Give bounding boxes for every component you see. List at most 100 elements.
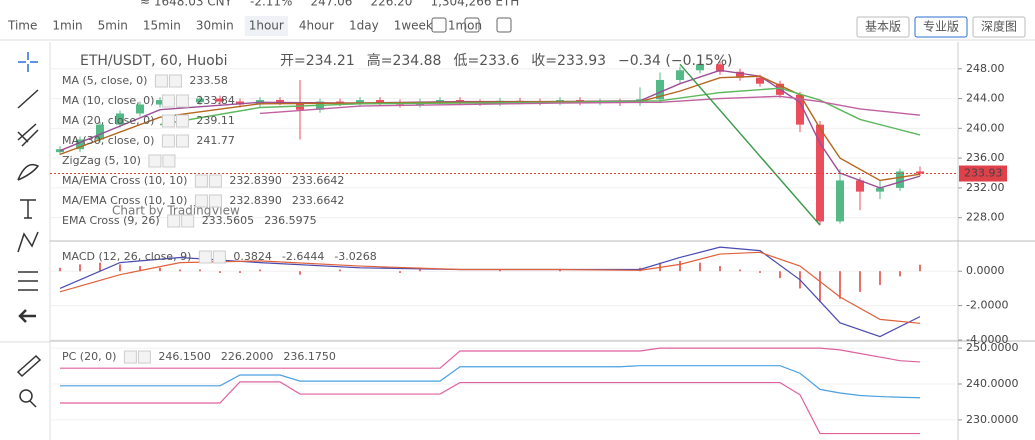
candle-body — [676, 70, 684, 80]
legend-control[interactable] — [148, 154, 162, 168]
interval-button[interactable]: 1day — [349, 19, 379, 33]
interval-button[interactable]: Time — [7, 19, 37, 33]
ohlc-value: 234.21 — [306, 53, 355, 69]
indicator-name: MA/EMA Cross (10, 10) — [62, 194, 187, 207]
candle-body — [876, 187, 884, 192]
indicator-value: 236.5975 — [264, 214, 317, 227]
legend-control[interactable] — [168, 74, 182, 88]
ruler-icon[interactable] — [16, 354, 42, 378]
indicator-value: 233.6642 — [292, 194, 345, 207]
legend-control[interactable] — [181, 214, 195, 228]
legend-control[interactable] — [194, 174, 208, 188]
legend-control[interactable] — [161, 94, 175, 108]
interval-button[interactable]: 30min — [196, 19, 234, 33]
ohlc-value: 233.6 — [479, 53, 519, 69]
indicator-value: 246.1500 — [158, 350, 211, 363]
settings-icon[interactable] — [464, 17, 480, 33]
indicator-value: 233.84 — [196, 94, 235, 107]
candle-body — [376, 100, 384, 103]
candle-body — [696, 64, 704, 71]
legend-control[interactable] — [137, 350, 151, 364]
ohlc-value: 233.93 — [557, 53, 606, 69]
indicator-value: 0.3824 — [233, 250, 272, 263]
candle-body — [116, 113, 124, 125]
watermark: Chart by TradingView — [112, 204, 240, 218]
legend-control[interactable] — [175, 134, 189, 148]
candle-body — [216, 98, 224, 102]
legend-control[interactable] — [154, 74, 168, 88]
view-button[interactable] — [856, 16, 910, 38]
interval-button[interactable]: 4hour — [299, 19, 334, 33]
candle-body — [736, 71, 744, 78]
ticker-value: ≈ 1648.03 CNY — [140, 0, 233, 9]
last-price-label: 233.93 — [964, 167, 1003, 180]
back-icon[interactable] — [18, 309, 36, 323]
view-button-label[interactable]: 专业版 — [923, 19, 959, 34]
indicator-value: 233.6642 — [292, 174, 345, 187]
interval-button[interactable]: 1min — [52, 19, 82, 33]
trend-line-icon[interactable] — [17, 89, 39, 109]
legend-control[interactable] — [198, 250, 212, 264]
legend-control[interactable] — [123, 350, 137, 364]
legend-control[interactable] — [194, 194, 208, 208]
chart-title: ETH/USDT, 60, Huobi — [80, 53, 227, 69]
pane: 248.00 244.00 240.00 236.00 232.00 228.00 233.… — [50, 52, 1007, 227]
y-tick-label: 236.00 — [966, 151, 1005, 164]
indicator-line — [679, 63, 821, 226]
zoom-icon[interactable] — [19, 389, 33, 403]
view-button[interactable] — [972, 16, 1026, 38]
indicator-value: 232.8390 — [229, 174, 282, 187]
view-button[interactable] — [914, 16, 968, 38]
indicator-name: MA (30, close, 0) — [62, 134, 154, 147]
indicator-name: MA (10, close, 0) — [62, 94, 154, 107]
fib-icon[interactable] — [17, 123, 39, 147]
indicator-value: 236.1750 — [283, 350, 336, 363]
pattern-icon[interactable] — [17, 231, 39, 253]
ticker-value: 247.06 — [310, 0, 352, 9]
y-tick-label: 230.0000 — [966, 413, 1019, 426]
legend-control[interactable] — [167, 214, 181, 228]
fullscreen-icon[interactable] — [496, 17, 512, 33]
candle-body — [196, 98, 204, 103]
candle-body — [156, 100, 164, 105]
legend-control[interactable] — [162, 154, 176, 168]
candle-body — [276, 100, 284, 103]
legend-control[interactable] — [161, 114, 175, 128]
view-button-label[interactable]: 深度图 — [981, 19, 1017, 34]
y-tick-label: 244.00 — [966, 92, 1005, 105]
legend-control[interactable] — [208, 194, 222, 208]
indicator-line — [259, 95, 921, 116]
view-button-label[interactable]: 基本版 — [865, 20, 901, 34]
y-tick-label: -2.0000 — [966, 299, 1008, 312]
interval-button[interactable]: 1hour — [249, 19, 284, 33]
y-tick-label: -4.0000 — [966, 333, 1008, 346]
brush-icon[interactable] — [17, 163, 40, 181]
indicator-value: 241.77 — [196, 134, 235, 147]
interval-button[interactable]: 15min — [143, 19, 181, 33]
interval-button[interactable]: 1week — [394, 19, 433, 33]
legend-control[interactable] — [175, 94, 189, 108]
measure-icon[interactable] — [18, 271, 38, 291]
ticker-value: 226.20 — [370, 0, 412, 9]
last-price-box — [959, 165, 1007, 182]
candle-body — [836, 180, 844, 222]
legend-control[interactable] — [208, 174, 222, 188]
crosshair-icon[interactable] — [18, 52, 38, 72]
legend-control[interactable] — [161, 134, 175, 148]
indicator-name: MACD (12, 26, close, 9) — [62, 250, 191, 263]
candle-body — [136, 104, 144, 114]
text-icon[interactable] — [20, 199, 36, 219]
y-tick-label: 240.0000 — [966, 377, 1019, 390]
ohlc-label: 高= — [367, 52, 393, 69]
interval-button[interactable]: 5min — [98, 19, 128, 33]
indicator-name: ZigZag (5, 10) — [62, 154, 141, 167]
active-interval-bg — [244, 16, 288, 36]
channel-line — [60, 381, 920, 435]
candle-body — [756, 77, 764, 84]
legend-control[interactable] — [175, 114, 189, 128]
indicator-value: -3.0268 — [334, 250, 376, 263]
ticker-value: 1,304,266 ETH — [430, 0, 519, 9]
chart-type-icon[interactable] — [431, 17, 447, 33]
legend-control[interactable] — [212, 250, 226, 264]
price-change: −0.34 (−0.15%) — [618, 53, 732, 69]
